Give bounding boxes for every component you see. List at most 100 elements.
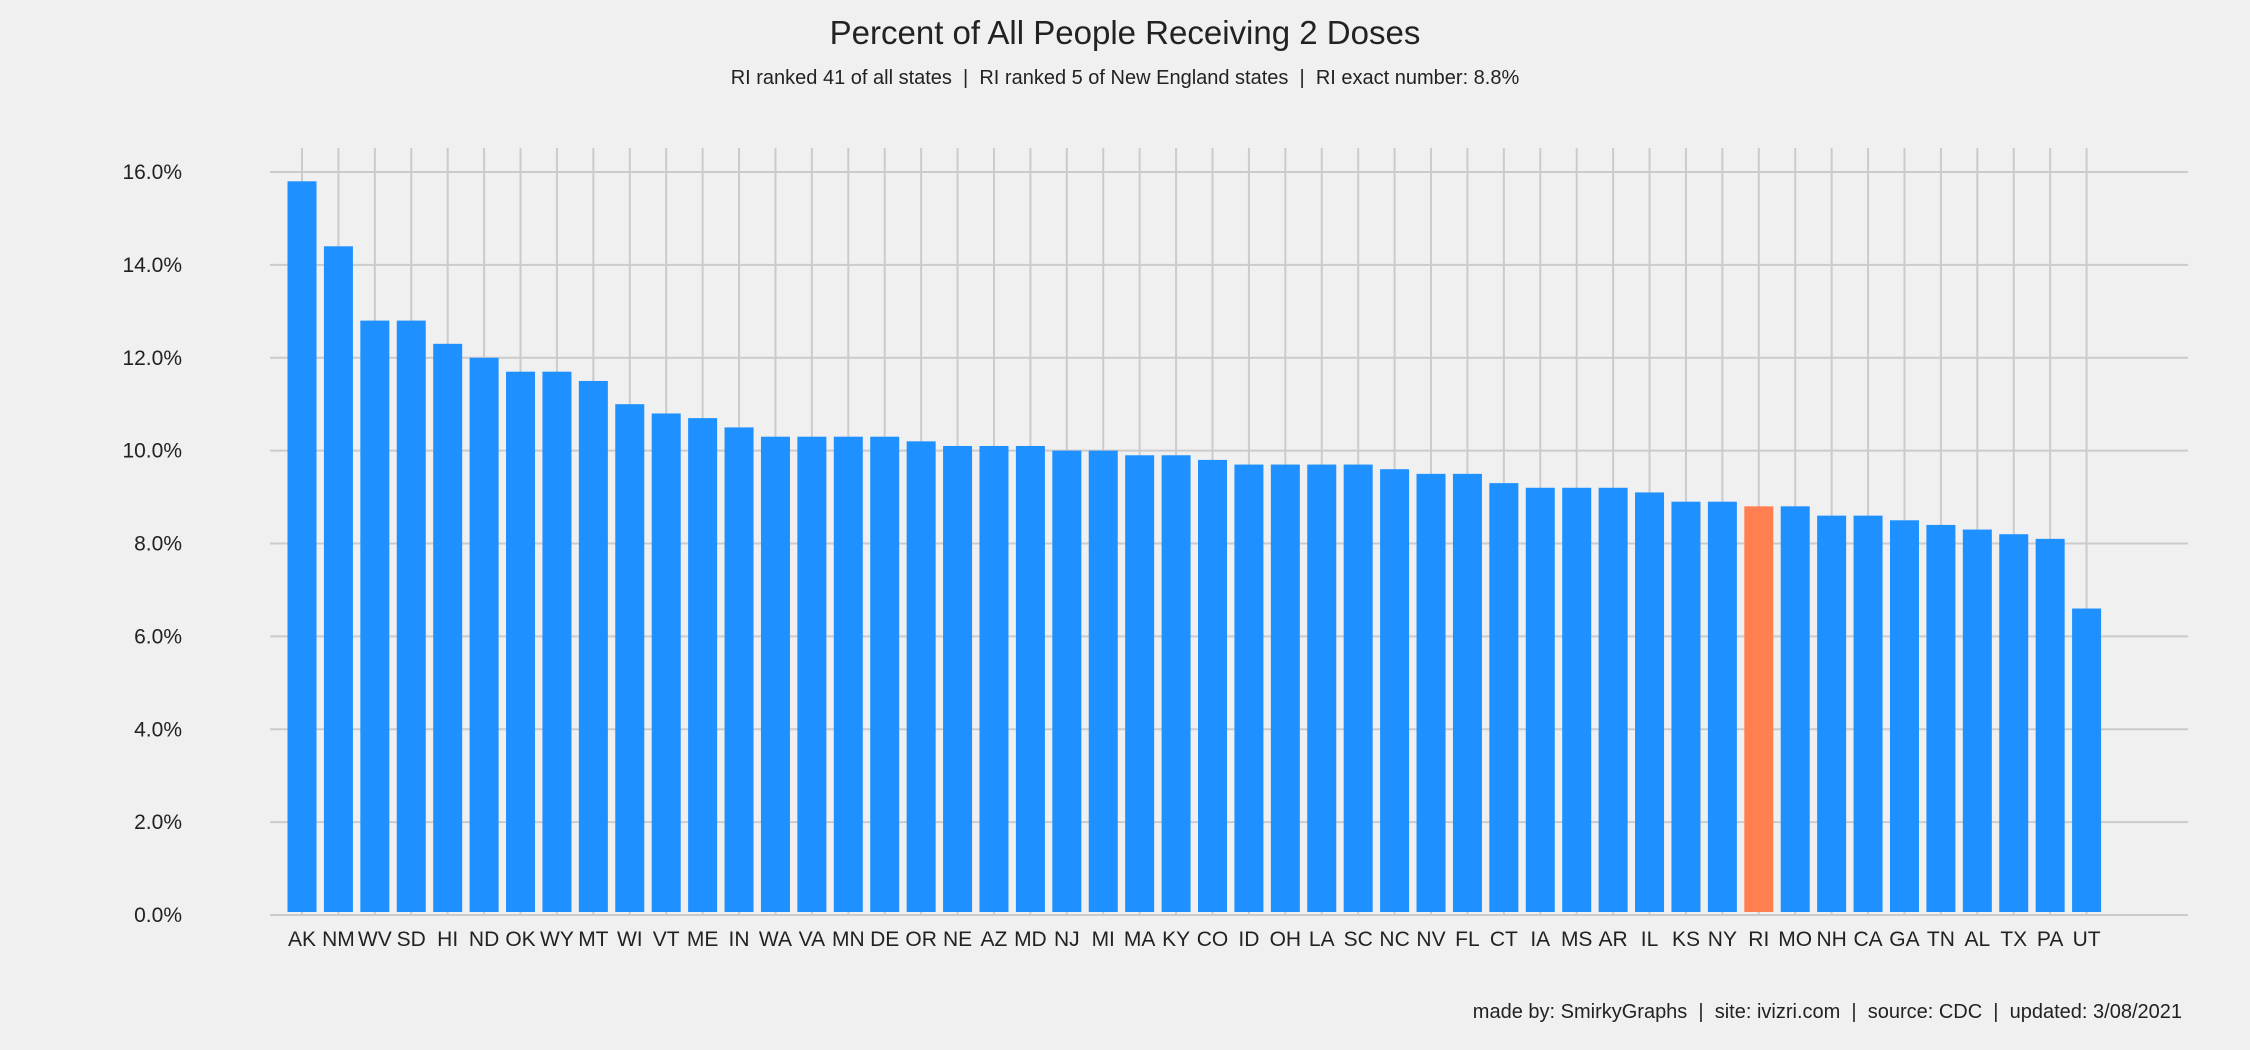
y-tick-label: 0.0% (134, 904, 182, 927)
x-tick-label: SD (397, 928, 426, 951)
x-tick-label: MT (578, 928, 608, 951)
x-tick-label: NM (322, 928, 355, 951)
x-tick-label: CO (1197, 928, 1229, 951)
x-tick-label: VT (653, 928, 680, 951)
bar-nd (469, 357, 499, 912)
y-tick-label: 12.0% (122, 347, 182, 370)
bar-ny (1707, 501, 1737, 912)
x-tick-label: OR (905, 928, 937, 951)
x-tick-label: PA (2037, 928, 2063, 951)
bar-nh (1817, 515, 1847, 912)
x-tick-label: TX (2000, 928, 2027, 951)
bar-ky (1161, 455, 1191, 912)
x-tick-label: MS (1561, 928, 1593, 951)
chart-footer: made by: SmirkyGraphs | site: ivizri.com… (1473, 1001, 2182, 1023)
x-tick-label: HI (437, 928, 458, 951)
bar-ia (1525, 487, 1555, 912)
y-tick-label: 8.0% (134, 533, 182, 556)
y-tick-label: 6.0% (134, 625, 182, 648)
bar-hi (433, 343, 463, 913)
x-tick-label: KS (1672, 928, 1700, 951)
bar-me (688, 418, 718, 912)
bar-al (1962, 529, 1992, 912)
x-tick-label: AK (288, 928, 316, 951)
x-axis-ticks: AK NM WV SD HI ND OK WY MT WI VT ME IN WA VA MN DE OR NE AZ… (288, 928, 2101, 951)
x-tick-label: MN (832, 928, 865, 951)
x-tick-label: WV (358, 928, 392, 951)
x-tick-label: NY (1708, 928, 1737, 951)
y-tick-label: 4.0% (134, 718, 182, 741)
x-tick-label: MO (1778, 928, 1812, 951)
x-tick-label: NV (1416, 928, 1445, 951)
bar-ri (1744, 506, 1774, 912)
bar-wi (615, 404, 645, 912)
x-tick-label: WI (617, 928, 643, 951)
bar-pa (2035, 538, 2065, 912)
bar-ak (287, 181, 317, 913)
bar-oh (1270, 464, 1300, 912)
bar-ga (1889, 520, 1919, 912)
bar-ok (506, 371, 536, 912)
bar-vt (651, 413, 681, 912)
x-tick-label: ND (469, 928, 499, 951)
x-tick-label: NJ (1054, 928, 1080, 951)
x-tick-label: WY (540, 928, 574, 951)
bar-mo (1780, 506, 1810, 912)
bar-wv (360, 320, 390, 913)
bar-va (797, 436, 827, 912)
bar-mi (1088, 450, 1118, 912)
x-tick-label: MI (1092, 928, 1115, 951)
x-tick-label: TN (1927, 928, 1955, 951)
x-tick-label: ME (687, 928, 719, 951)
bar-tx (1999, 534, 2029, 912)
x-tick-label: ID (1238, 928, 1259, 951)
bar-nm (323, 246, 353, 913)
x-tick-label: FL (1455, 928, 1480, 951)
x-tick-label: OH (1270, 928, 1302, 951)
x-tick-label: AZ (981, 928, 1008, 951)
y-tick-label: 10.0% (122, 440, 182, 463)
x-tick-label: WA (759, 928, 792, 951)
x-tick-label: UT (2073, 928, 2101, 951)
bar-series (287, 181, 2102, 913)
bar-mt (578, 380, 608, 912)
y-tick-label: 16.0% (122, 161, 182, 184)
x-tick-label: LA (1309, 928, 1335, 951)
x-tick-label: VA (799, 928, 825, 951)
bar-ct (1489, 483, 1519, 912)
bar-tn (1926, 524, 1956, 912)
bar-de (870, 436, 900, 912)
bar-fl (1452, 473, 1482, 912)
bar-wa (760, 436, 790, 912)
bar-nc (1380, 469, 1410, 912)
bar-ms (1562, 487, 1592, 912)
x-tick-label: AL (1964, 928, 1990, 951)
bar-ne (943, 445, 973, 912)
x-tick-label: RI (1748, 928, 1769, 951)
x-tick-label: KY (1162, 928, 1190, 951)
x-tick-label: IN (729, 928, 750, 951)
x-tick-label: MA (1124, 928, 1156, 951)
bar-sd (396, 320, 426, 913)
bar-co (1198, 459, 1227, 912)
x-tick-label: GA (1889, 928, 1919, 951)
x-tick-label: MD (1014, 928, 1047, 951)
chart-title: Percent of All People Receiving 2 Doses (830, 14, 1421, 51)
x-tick-label: NH (1816, 928, 1846, 951)
bar-il (1635, 492, 1665, 912)
y-axis-ticks: 0.0% 2.0% 4.0% 6.0% 8.0% 10.0% 12.0% 14.0% 16.0% (122, 161, 182, 927)
x-tick-label: IL (1641, 928, 1659, 951)
bar-mn (833, 436, 863, 912)
bar-ar (1598, 487, 1628, 912)
bar-in (724, 427, 754, 912)
y-tick-label: 2.0% (134, 811, 182, 834)
bar-ut (2072, 608, 2102, 912)
x-tick-label: AR (1599, 928, 1628, 951)
x-tick-label: NC (1379, 928, 1409, 951)
bar-la (1307, 464, 1337, 912)
bar-or (906, 441, 936, 912)
x-tick-label: IA (1530, 928, 1550, 951)
bar-wy (542, 371, 572, 912)
bar-md (1015, 445, 1045, 912)
